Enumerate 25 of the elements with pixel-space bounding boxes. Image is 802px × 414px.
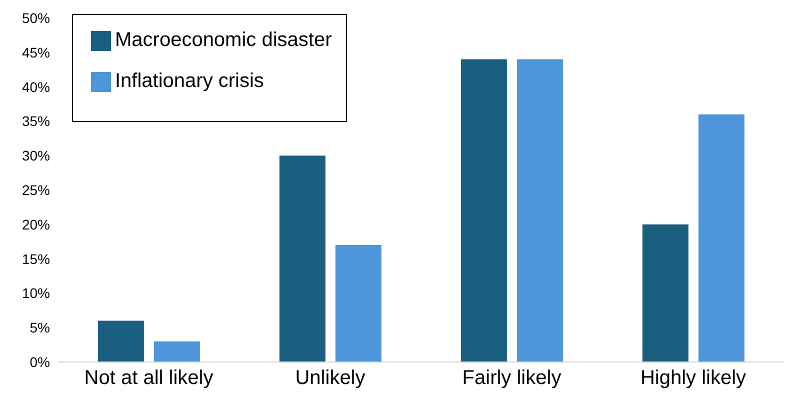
bar — [642, 224, 688, 362]
x-tick-label: Fairly likely — [462, 367, 562, 390]
bar — [279, 156, 326, 362]
y-tick-label: 30% — [22, 148, 50, 164]
bar — [154, 341, 200, 362]
bar — [98, 320, 144, 362]
y-tick-label: 35% — [22, 113, 50, 130]
bar — [335, 245, 382, 362]
y-tick-label: 25% — [22, 182, 50, 198]
x-tick-label: Not at all likely — [84, 367, 214, 390]
x-tick-label: Highly likely — [640, 367, 746, 390]
y-tick-label: 10% — [22, 285, 50, 302]
y-tick-label: 40% — [22, 78, 50, 95]
legend-label: Inflationary crisis — [115, 70, 264, 93]
y-tick-label: 15% — [22, 250, 50, 267]
bar — [698, 114, 744, 362]
y-tick-label: 45% — [22, 44, 50, 60]
y-tick-label: 20% — [22, 216, 50, 232]
bar — [516, 59, 563, 362]
y-tick-label: 50% — [22, 10, 50, 26]
legend-label: Macroeconomic disaster — [115, 29, 332, 52]
y-tick-label: 5% — [30, 320, 50, 336]
y-tick-label: 0% — [30, 354, 50, 370]
x-tick-label: Unlikely — [295, 367, 366, 390]
bar — [460, 59, 507, 362]
